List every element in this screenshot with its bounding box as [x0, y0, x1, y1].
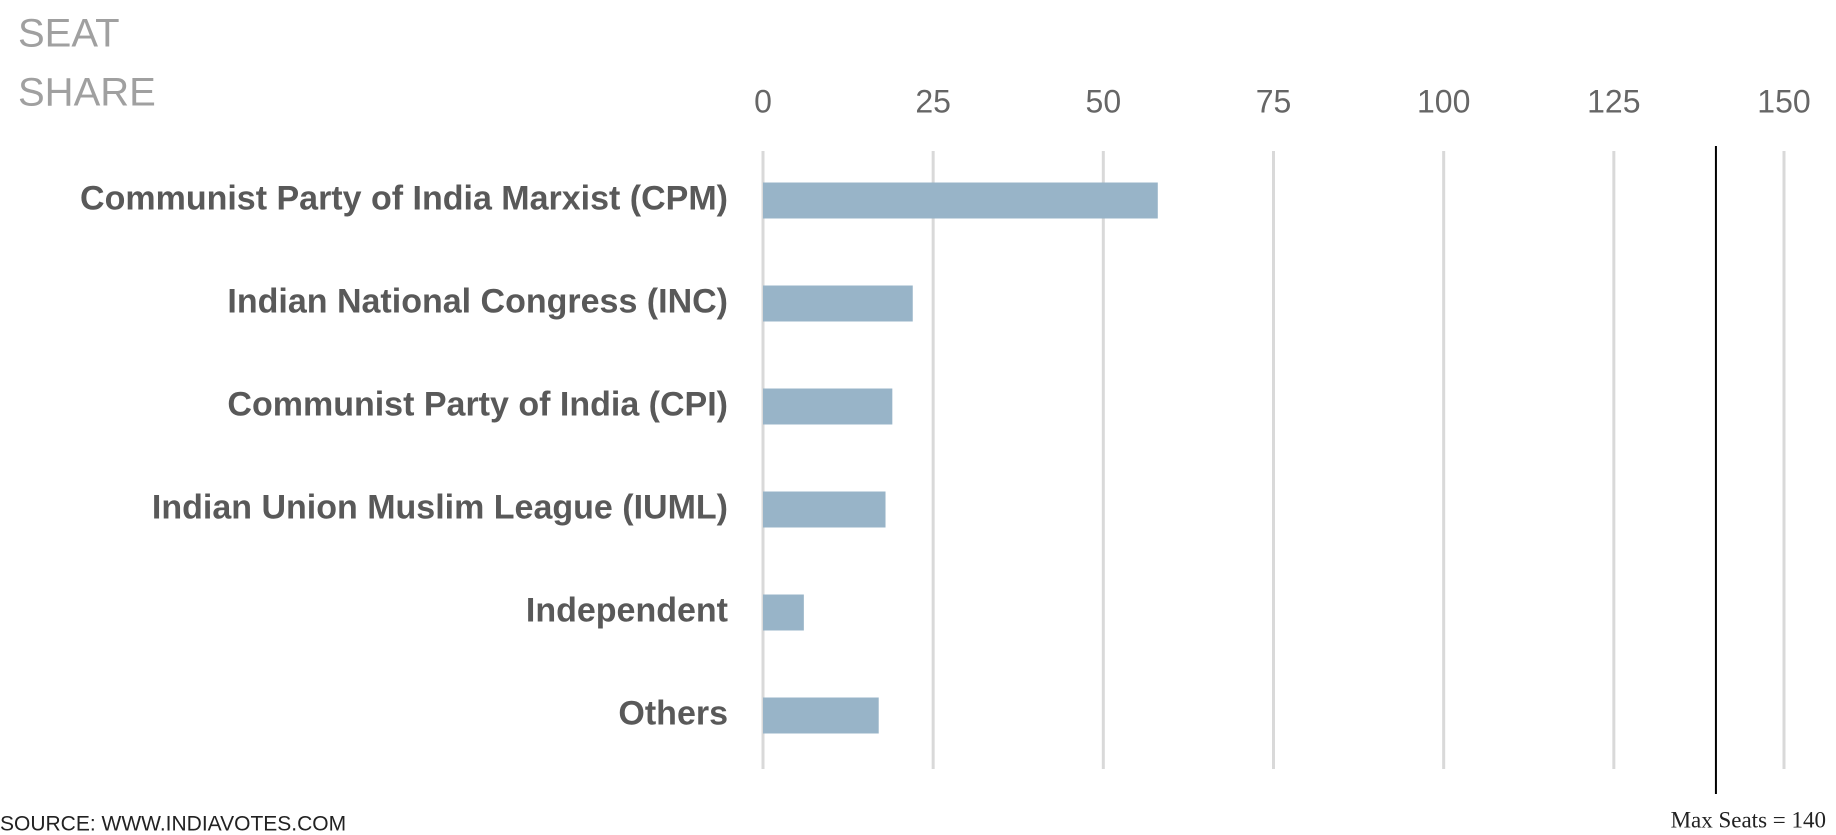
y-tick-label: Communist Party of India Marxist (CPM) [80, 179, 728, 217]
bar [763, 388, 893, 425]
x-tick-label: 75 [1256, 83, 1292, 119]
source-note: SOURCE: WWW.INDIAVOTES.COM [0, 813, 346, 835]
bar [763, 182, 1158, 219]
y-tick-label: Independent [526, 591, 728, 629]
x-tick-label: 25 [915, 83, 951, 119]
reference-label: Max Seats = 140 [1671, 807, 1826, 832]
x-tick-label: 0 [754, 83, 772, 119]
chart-title: SEAT [18, 12, 120, 56]
bar [763, 594, 804, 631]
x-tick-label: 150 [1757, 83, 1810, 119]
y-tick-label: Others [618, 694, 728, 732]
bar [763, 697, 879, 734]
bar [763, 285, 913, 322]
bar [763, 491, 886, 528]
x-tick-label: 125 [1587, 83, 1640, 119]
y-tick-label: Indian Union Muslim League (IUML) [152, 488, 728, 526]
y-tick-label: Indian National Congress (INC) [227, 282, 728, 320]
x-tick-label: 100 [1417, 83, 1470, 119]
chart-title: SHARE [18, 71, 156, 115]
y-tick-label: Communist Party of India (CPI) [227, 385, 728, 423]
x-tick-label: 50 [1086, 83, 1122, 119]
